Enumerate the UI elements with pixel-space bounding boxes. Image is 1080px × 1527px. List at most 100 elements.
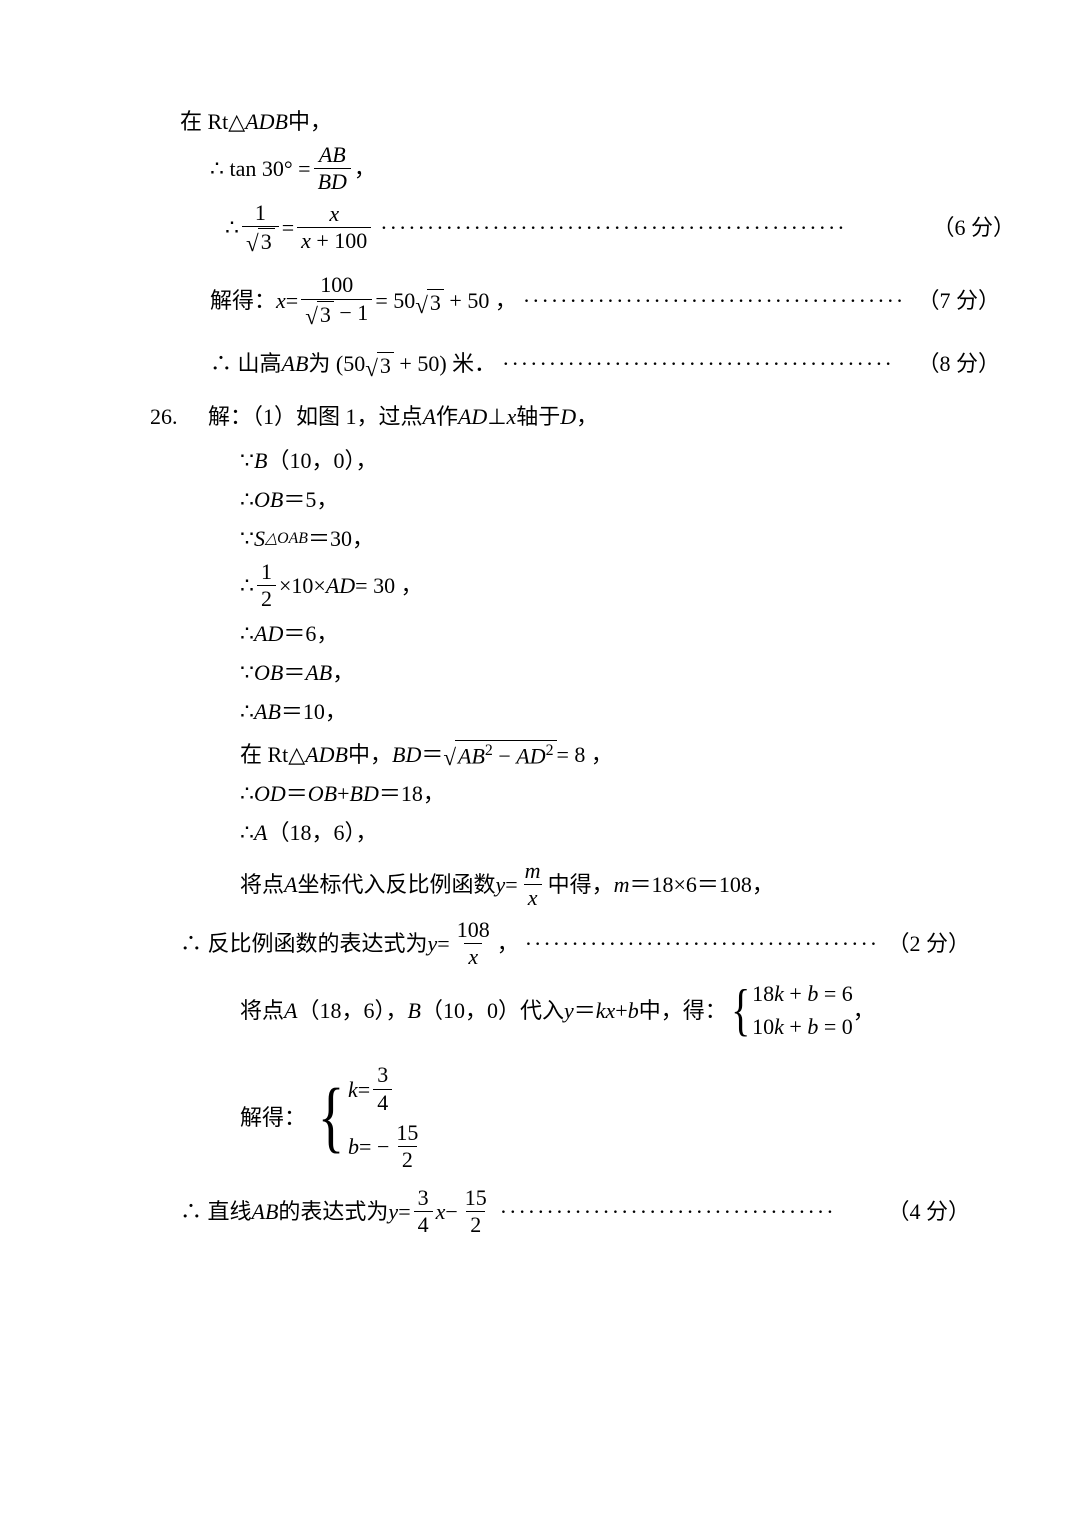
text: 解得： [240,1100,306,1135]
score-6: （6 分） [932,210,1015,245]
brace-system-1: { 18k + b = 6 10k + b = 0 [727,977,853,1043]
q26-b3: ∵ S △OAB ＝30， [240,521,940,556]
num: 1 [257,560,276,585]
text: = 50√3 + 50 ， [375,283,517,318]
OB: OB [254,655,283,690]
eq: = [282,210,294,245]
frac-m-x: m x [521,859,545,910]
text: ＝18×6＝108， [629,867,773,902]
q26-b9: ∴ OD ＝ OB + BD ＝18， [240,776,940,811]
q26-b6: ∵ OB ＝ AB ， [240,655,940,690]
frac-108-x: 108 x [453,918,494,969]
BD: BD [350,776,379,811]
ADB: ADB [305,737,348,772]
text: 中得， [548,867,614,902]
text: ∴ 直线 [180,1194,252,1229]
text: （10，0）代入 [421,993,564,1028]
therefore: ∴ [240,694,254,729]
num: 3 [414,1186,433,1211]
text: （10，0）， [267,443,377,478]
den: x [524,884,542,910]
num: x [325,202,343,227]
q26-d1: 将点 A （18，6）， B （10，0）代入 y＝kx+b 中，得： { 18… [240,977,940,1043]
frac-15-2: 15 2 [461,1186,491,1237]
perp: ⊥ [487,399,506,434]
text: 解得： [210,283,276,318]
text: 作 [436,399,458,434]
OB: OB [254,482,283,517]
eq: ＝ [283,655,305,690]
dot-leader: ········································… [502,346,911,381]
score-4: （4 分） [887,1194,970,1229]
ykxb: y [564,993,574,1028]
AD: AD [458,399,487,434]
B: B [254,443,267,478]
sub-OAB: △OAB [265,526,308,551]
q26-f1: ∴ 直线 AB 的表达式为 y = 3 4 x − 15 2 ·········… [180,1186,970,1237]
num: AB [315,143,350,168]
q26-b8: 在 Rt△ ADB 中， BD ＝ √ AB2 − AD2 = 8 ， [240,737,940,772]
q26-e1: 解得： { k = 3 4 b = − 15 2 [240,1063,940,1172]
text: ， [853,993,875,1028]
D: D [560,399,576,434]
q26-head: 26. 解：（1）如图 1，过点 A 作 AD ⊥ x 轴于 D ， [150,399,940,434]
text: 轴于 [516,399,560,434]
q26-c1: ∴ 反比例函数的表达式为 y = 108 x ， ···············… [180,918,970,969]
text: ∴ tan 30° = [210,151,311,186]
y: y [495,867,505,902]
q25-line4: 解得： x = 100 √3 − 1 = 50√3 + 50 ， ·······… [210,273,1000,328]
den: 4 [414,1211,433,1237]
sqrt-ab2-ad2: √ AB2 − AD2 [443,740,556,770]
B: B [407,993,420,1028]
num: 1 [251,201,270,226]
num: m [521,859,545,884]
text: ∴ [225,210,239,245]
A: A [284,867,297,902]
AB: AB [305,655,332,690]
frac-AB-BD: AB BD [314,143,351,194]
q26-b1: ∵ B （10，0）， [240,443,940,478]
score-2: （2 分） [887,926,970,961]
brace-system-2: { k = 3 4 b = − 15 2 [312,1063,425,1172]
q25-line2: ∴ tan 30° = AB BD ， [210,143,940,194]
den: √3 [242,226,279,256]
S: S [254,521,265,556]
text: ＝5， [283,482,338,517]
text: 中， [348,737,392,772]
q25-line1: 在 Rt△ ADB 中， [180,104,940,139]
x: x [506,399,516,434]
den: √3 − 1 [301,299,372,329]
text: ， [354,151,376,186]
dot-leader: ······································ [525,926,882,961]
den: 2 [466,1211,485,1237]
BD: BD [392,737,421,772]
text: 为 (50√3 + 50) 米． [308,346,496,381]
dot-leader: ········································… [523,283,912,318]
therefore: ∴ [240,482,254,517]
A: A [423,399,436,434]
AD: AD [326,568,355,603]
text: 中，得： [639,993,727,1028]
q26-b10: ∴ A （18，6）， [240,815,940,850]
text: ∴ 山高 [210,346,282,381]
text: ×10× [279,568,326,603]
den: 2 [257,585,276,611]
therefore: ∴ [240,568,254,603]
A: A [284,993,297,1028]
therefore: ∴ [240,776,254,811]
therefore: ∴ [240,815,254,850]
q25-line5: ∴ 山高 AB 为 (50√3 + 50) 米． ···············… [210,346,1000,381]
text: ＝10， [281,694,347,729]
text: = 30 ， [355,568,422,603]
text: ， [332,655,354,690]
text: ＝6， [283,616,338,651]
because: ∵ [240,443,254,478]
text: ， [576,399,598,434]
text: 在 Rt△ [240,737,305,772]
text: 在 Rt△ [180,104,245,139]
q26-number: 26. [150,399,208,434]
OB: OB [308,776,337,811]
q26-b5: ∴ AD ＝6， [240,616,940,651]
text: 的表达式为 [278,1194,388,1229]
because: ∵ [240,521,254,556]
